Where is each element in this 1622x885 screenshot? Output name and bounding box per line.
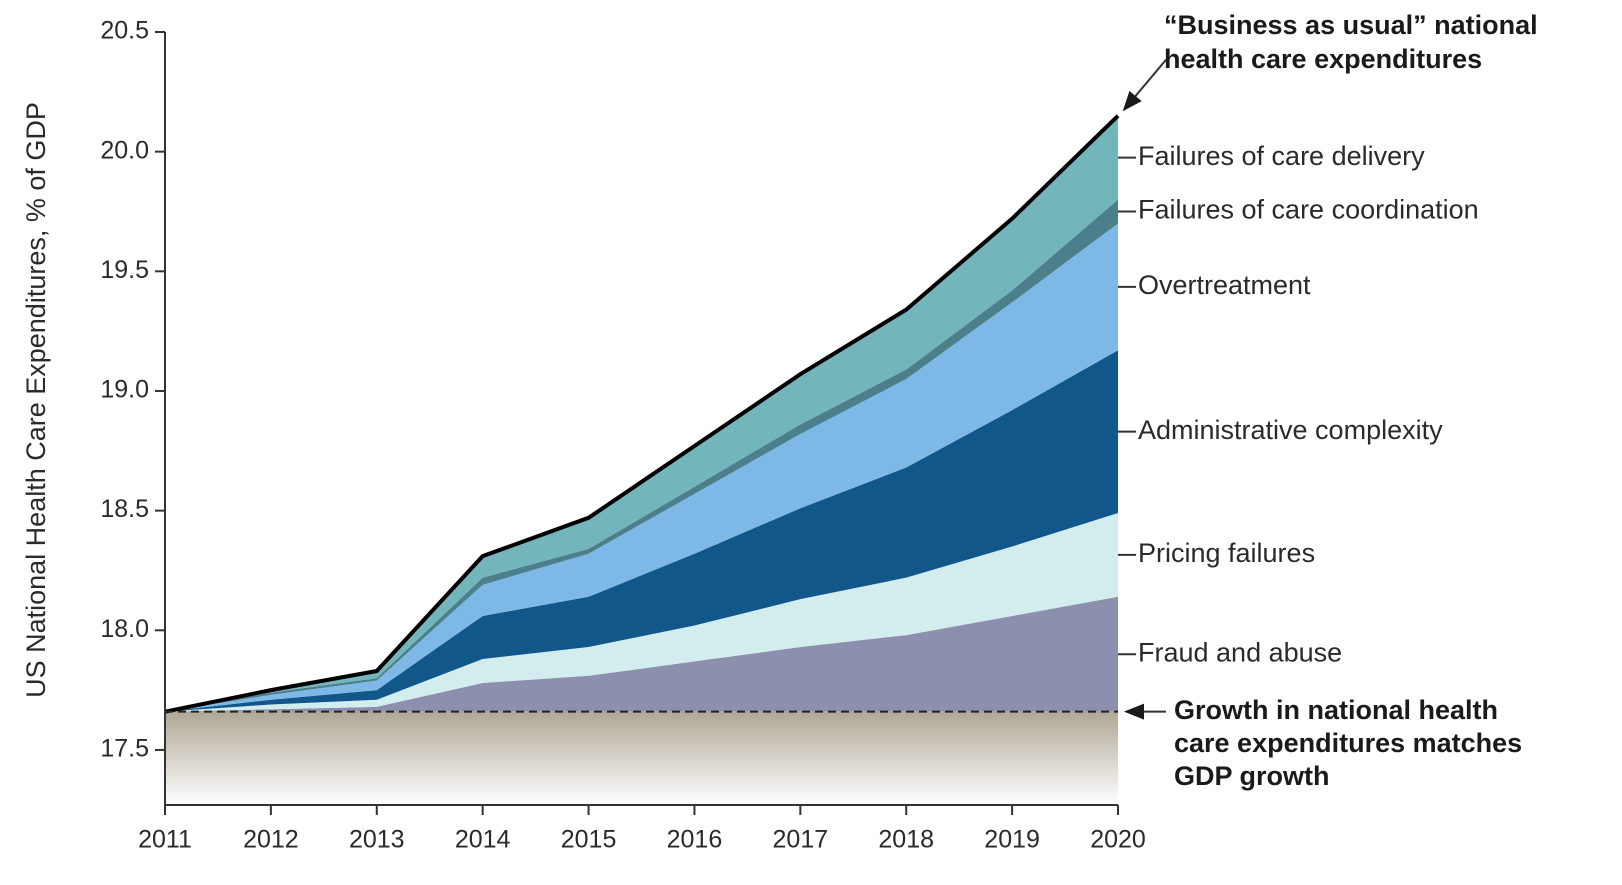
baseline-annotation: GDP growth	[1174, 761, 1330, 791]
y-tick-label: 18.5	[100, 495, 149, 523]
series-label: Fraud and abuse	[1138, 637, 1342, 667]
y-axis-label: US National Health Care Expenditures, % …	[21, 102, 51, 698]
y-tick-label: 19.0	[100, 376, 149, 404]
y-tick-label: 17.5	[100, 735, 149, 763]
baseline-annotation: Growth in national health	[1174, 695, 1498, 725]
area-segment	[165, 513, 1118, 712]
y-tick-label: 20.5	[100, 17, 149, 45]
gdp-area	[165, 711, 1118, 805]
x-tick-label: 2018	[878, 826, 934, 854]
total-annotation: “Business as usual” national	[1164, 10, 1538, 40]
x-tick-label: 2017	[773, 826, 829, 854]
area-segment	[165, 596, 1118, 712]
series-label: Administrative complexity	[1138, 415, 1443, 445]
total-line	[164, 114, 1120, 714]
x-tick-label: 2019	[984, 826, 1040, 854]
annotation-arrow	[1122, 59, 1167, 112]
series-label: Failures of care coordination	[1138, 195, 1479, 225]
x-tick-label: 2012	[243, 826, 299, 854]
series-label: Overtreatment	[1138, 270, 1311, 300]
x-tick-label: 2015	[561, 826, 617, 854]
x-tick-label: 2014	[455, 826, 511, 854]
x-tick-label: 2016	[667, 826, 723, 854]
area-segment	[165, 350, 1118, 712]
y-tick-label: 18.0	[100, 615, 149, 643]
baseline-annotation: care expenditures matches	[1174, 728, 1522, 758]
total-annotation: health care expenditures	[1164, 44, 1482, 74]
x-tick-label: 2020	[1090, 826, 1146, 854]
x-tick-label: 2011	[138, 826, 192, 854]
x-tick-label: 2013	[349, 826, 405, 854]
series-label: Failures of care delivery	[1138, 141, 1425, 171]
y-tick-label: 20.0	[100, 136, 149, 164]
y-tick-label: 19.5	[100, 256, 149, 284]
series-label: Pricing failures	[1138, 538, 1315, 568]
